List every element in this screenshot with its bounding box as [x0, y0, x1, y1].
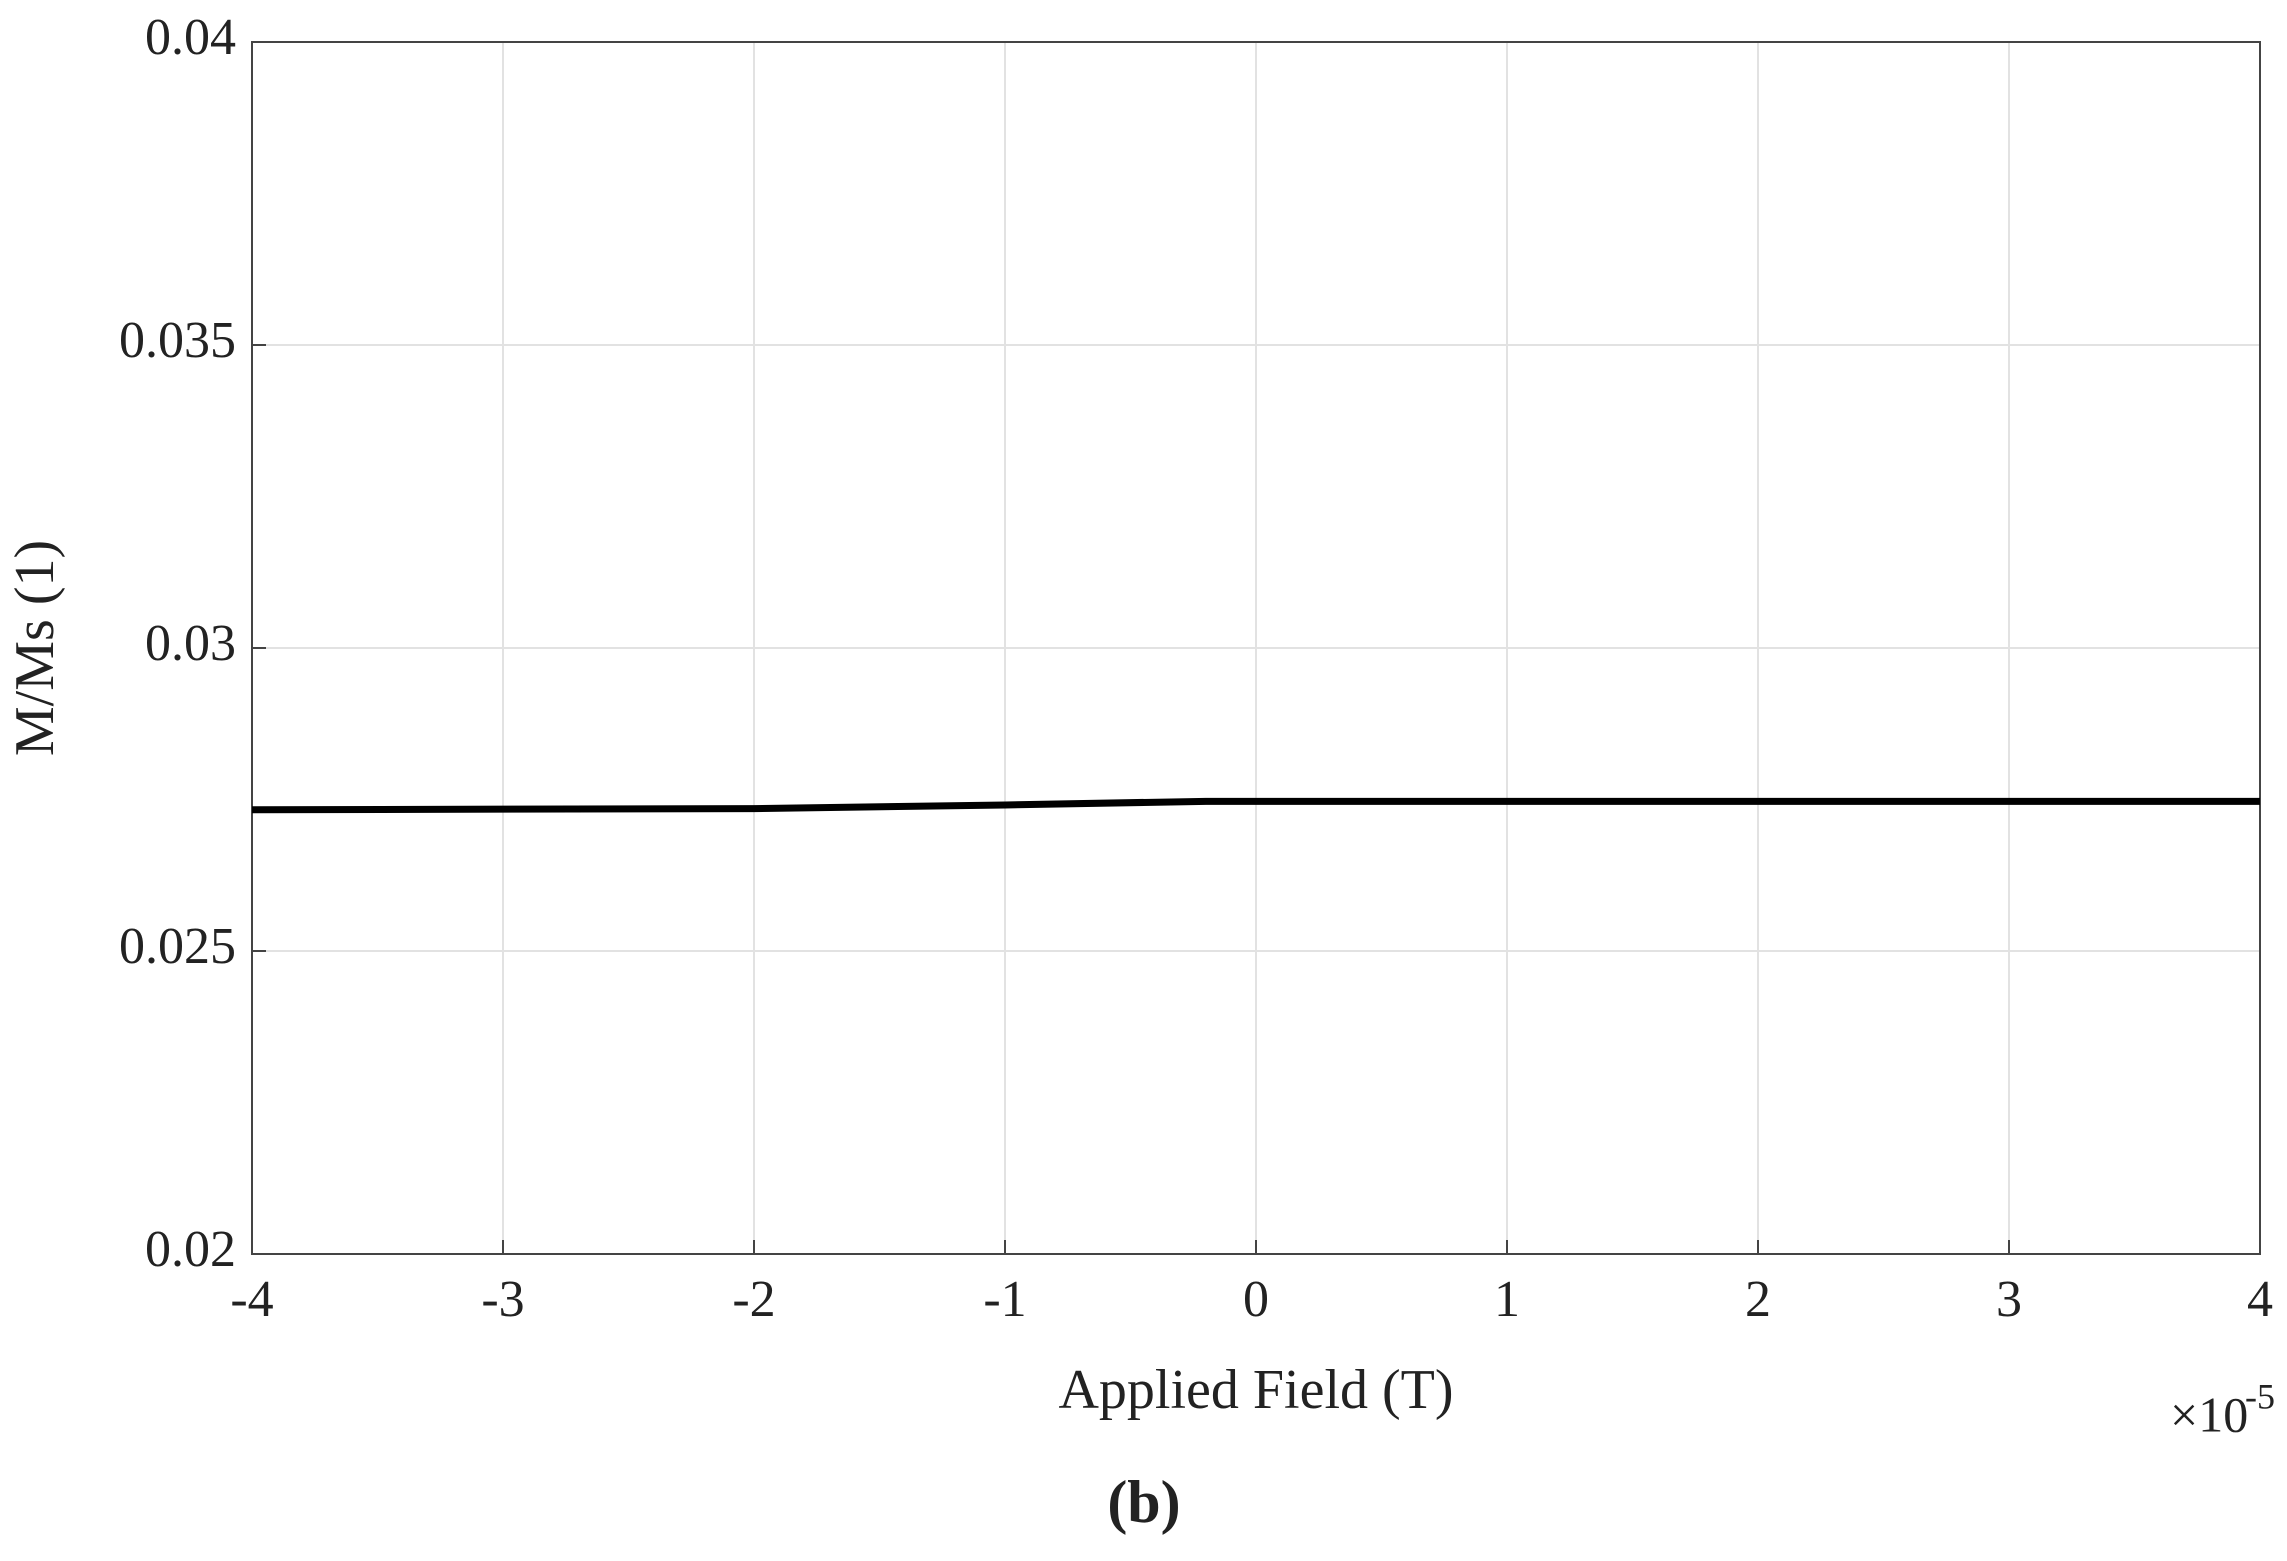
y-axis-label: M/Ms (1) [4, 540, 66, 756]
y-tick-label: 0.035 [119, 312, 236, 369]
x-tick-label: -4 [230, 1271, 273, 1328]
x-tick-label: 2 [1745, 1271, 1771, 1328]
x-tick-label: -2 [732, 1271, 775, 1328]
x-tick-label: 1 [1494, 1271, 1520, 1328]
y-tick-label: 0.025 [119, 918, 236, 975]
x-multiplier-exponent: -5 [2245, 1376, 2275, 1416]
y-tick-label: 0.02 [145, 1221, 236, 1278]
x-axis-label: Applied Field (T) [1058, 1359, 1453, 1421]
caption: (b) [1107, 1469, 1180, 1535]
x-tick-label: -3 [481, 1271, 524, 1328]
x-tick-label: 4 [2247, 1271, 2273, 1328]
x-multiplier-base: ×10 [2170, 1386, 2248, 1442]
data-line [251, 797, 2260, 814]
x-tick-label: 3 [1996, 1271, 2022, 1328]
y-tick-label: 0.04 [145, 9, 236, 66]
plot-frame [251, 41, 2261, 1255]
x-tick-label: -1 [983, 1271, 1026, 1328]
x-tick-label: 0 [1243, 1271, 1269, 1328]
y-tick-label: 0.03 [145, 615, 236, 672]
